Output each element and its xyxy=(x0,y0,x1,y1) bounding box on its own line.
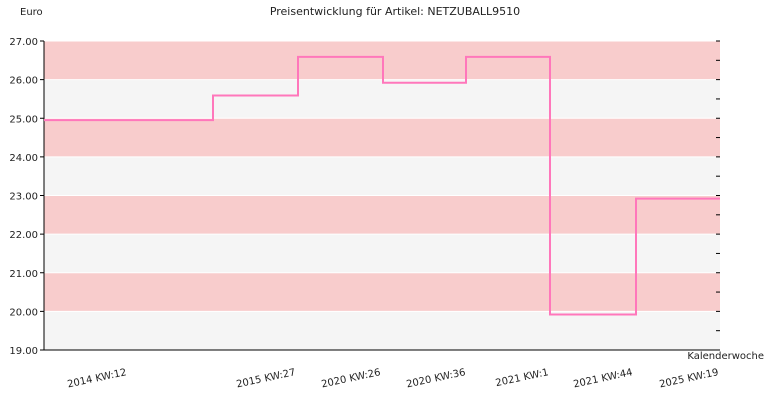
y-tick-label: 23.00 xyxy=(9,192,38,203)
y-tick-label: 27.00 xyxy=(9,37,38,48)
background-band xyxy=(44,118,720,157)
x-tick-label: 2015 KW:27 xyxy=(235,367,296,390)
x-tick-label: 2014 KW:12 xyxy=(66,367,127,390)
background-band xyxy=(44,272,720,312)
right-axis-ticks xyxy=(716,40,720,351)
x-tick-label: 2021 KW:44 xyxy=(572,367,633,390)
y-tick-label: 20.00 xyxy=(9,307,38,318)
x-axis-label: Kalenderwoche xyxy=(687,351,764,362)
background-band xyxy=(44,311,720,350)
price-step-line xyxy=(44,55,720,316)
x-axis: 2014 KW:12 2015 KW:27 2020 KW:26 2020 KW:36… xyxy=(44,349,720,390)
y-tick-label: 25.00 xyxy=(9,114,38,125)
y-tick-label: 21.00 xyxy=(9,269,38,280)
y-axis-label: Euro xyxy=(20,7,43,18)
background-band xyxy=(44,156,720,196)
x-tick-label: 2020 KW:26 xyxy=(320,367,381,390)
y-axis: 19.00 20.00 21.00 22.00 23.00 24.00 25.00 26.00… xyxy=(9,37,45,357)
background-band xyxy=(44,234,720,273)
y-tick-label: 22.00 xyxy=(9,230,38,241)
x-tick-label: 2020 KW:36 xyxy=(405,367,466,390)
background-band xyxy=(44,195,720,235)
y-tick-label: 24.00 xyxy=(9,153,38,164)
x-tick-label: 2021 KW:1 xyxy=(495,367,550,389)
y-tick-label: 19.00 xyxy=(9,346,38,357)
x-tick-label: 2025 KW:19 xyxy=(658,367,719,390)
series-group xyxy=(44,55,720,316)
chart-title: Preisentwicklung für Artikel: NETZUBALL9… xyxy=(270,5,520,18)
y-tick-label: 26.00 xyxy=(9,76,38,87)
background-band xyxy=(44,79,720,119)
